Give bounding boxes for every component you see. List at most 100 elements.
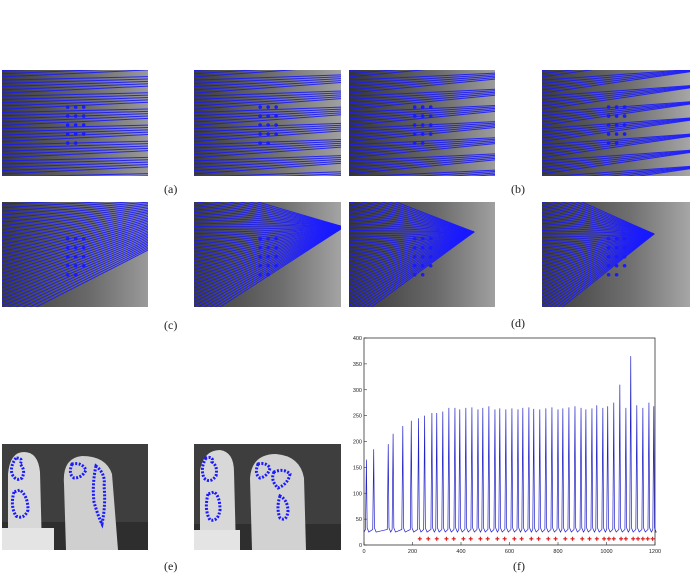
epipolar-line <box>194 227 341 260</box>
feature-point <box>266 236 270 241</box>
feature-point <box>428 254 433 259</box>
feature-point <box>65 141 70 145</box>
feature-point <box>266 272 270 277</box>
epipolar-line <box>349 104 495 113</box>
epipolar-line <box>549 165 690 176</box>
epipolar-line <box>542 212 655 235</box>
feature-point <box>420 263 425 268</box>
epipolar-line <box>2 230 148 282</box>
epipolar-line <box>349 231 475 271</box>
feature-point <box>274 105 278 109</box>
epipolar-line <box>209 228 341 307</box>
epipolar-line <box>542 85 690 101</box>
epipolar-line <box>194 146 341 159</box>
epipolar-line <box>542 219 655 235</box>
epipolar-line <box>2 99 148 107</box>
epipolar-line <box>349 231 475 292</box>
feature-point <box>420 272 425 277</box>
y-tick-label: 100 <box>353 491 362 497</box>
epipolar-line <box>349 78 495 94</box>
epipolar-line <box>542 119 690 139</box>
feature-point <box>274 263 278 268</box>
feature-point <box>274 236 278 241</box>
feature-point <box>73 245 78 250</box>
epipolar-line <box>568 202 655 235</box>
epipolar-line <box>349 75 495 88</box>
epipolar-line <box>219 228 341 307</box>
epipolar-line <box>349 231 475 299</box>
epipolar-line <box>2 108 148 113</box>
caption-d: (d) <box>511 316 525 330</box>
epipolar-line <box>349 156 495 168</box>
epipolar-line <box>2 145 148 152</box>
epipolar-line <box>349 231 475 307</box>
epipolar-line <box>2 206 148 227</box>
epipolar-line <box>194 96 341 107</box>
feature-point <box>266 132 270 136</box>
epipolar-line <box>542 134 690 149</box>
epipolar-line <box>194 108 341 117</box>
feature-point <box>73 123 78 127</box>
epipolar-line <box>2 202 135 212</box>
epipolar-line <box>2 202 148 216</box>
feature-point <box>412 123 417 127</box>
feature-point <box>81 254 86 259</box>
epipolar-line <box>349 137 495 146</box>
epipolar-line <box>2 166 148 175</box>
epipolar-line <box>194 227 341 292</box>
feature-point <box>65 105 70 109</box>
feature-point <box>622 123 627 127</box>
epipolar-line <box>2 215 148 249</box>
epipolar-line <box>194 78 341 88</box>
epipolar-line <box>349 70 427 78</box>
epipolar-line <box>248 202 341 227</box>
epipolar-line <box>361 202 475 233</box>
epipolar-line <box>542 233 655 239</box>
epipolar-line <box>542 215 655 235</box>
feature-point <box>420 132 425 136</box>
feature-point <box>274 132 278 136</box>
y-tick-label: 50 <box>356 517 362 523</box>
epipolar-line <box>349 88 495 97</box>
epipolar-line <box>349 231 475 278</box>
epipolar-line <box>349 231 475 285</box>
epipolar-line <box>412 171 495 176</box>
epipolar-line <box>194 227 341 296</box>
epipolar-line <box>542 233 655 306</box>
epipolar-line <box>194 92 341 101</box>
epipolar-line <box>194 74 341 81</box>
feature-point <box>606 132 611 136</box>
epipolar-line <box>194 160 341 172</box>
epipolar-line <box>21 246 148 307</box>
epipolar-line <box>2 159 148 165</box>
epipolar-line <box>2 202 58 205</box>
feature-point <box>606 245 611 250</box>
x-tick-label: 600 <box>505 549 514 555</box>
epipolar-line <box>543 233 655 307</box>
epipolar-line <box>542 87 690 110</box>
epipolar-line <box>542 233 655 271</box>
feature-point <box>274 114 278 118</box>
epipolar-line <box>2 70 148 78</box>
feature-point <box>412 254 417 259</box>
feature-point <box>412 272 417 277</box>
epipolar-line <box>361 169 495 176</box>
epipolar-line <box>2 92 148 97</box>
feature-point <box>412 245 417 250</box>
epipolar-line <box>349 90 495 101</box>
feature-point <box>274 123 278 127</box>
epipolar-image-d-left <box>349 202 495 307</box>
epiline-canvas <box>2 202 148 307</box>
epipolar-line <box>542 233 655 264</box>
feature-point <box>266 123 270 127</box>
epipolar-line <box>542 70 690 84</box>
epipolar-line <box>2 231 148 285</box>
epipolar-line <box>2 203 148 220</box>
epipolar-line <box>194 226 341 231</box>
feature-point <box>428 114 433 118</box>
epipolar-line <box>349 231 475 256</box>
epipolar-line <box>349 208 475 233</box>
epipolar-line <box>349 231 475 246</box>
caption-f: (f) <box>513 559 525 573</box>
feature-point <box>258 132 262 136</box>
